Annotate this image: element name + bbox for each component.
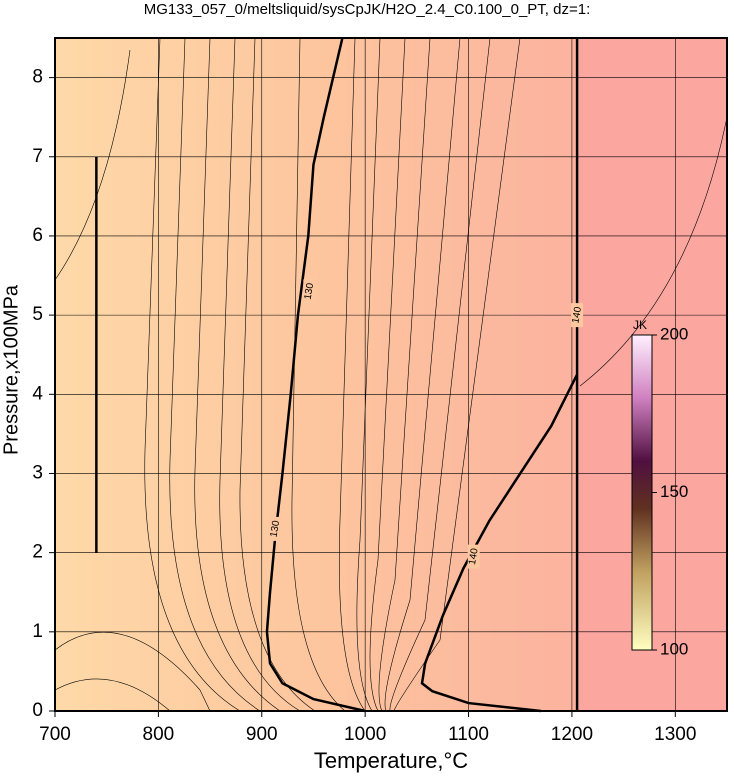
y-tick-label: 2: [32, 542, 43, 563]
contour-label-bg: [571, 303, 584, 328]
colorbar-tick-label: 100: [660, 639, 688, 658]
contour-label-bg: [467, 544, 480, 569]
y-tick-label: 5: [32, 304, 43, 325]
region: [579, 38, 727, 711]
x-tick-label: 800: [143, 724, 175, 745]
y-tick-label: 0: [32, 700, 43, 721]
thin-contours: [54, 37, 728, 712]
colorbar-tick-label: 150: [660, 482, 688, 501]
y-tick-label: 3: [32, 462, 43, 483]
y-tick-label: 4: [32, 383, 43, 404]
plot-frame: [54, 37, 728, 712]
contour-line: [265, 37, 366, 713]
y-tick-label: 7: [32, 146, 43, 167]
x-tick-label: 700: [39, 724, 71, 745]
x-tick-label: 1100: [448, 724, 489, 745]
contour-label: 130: [268, 519, 282, 538]
x-tick-label: 1200: [551, 724, 593, 745]
x-tick-label: 900: [246, 724, 278, 745]
colorbar-tick-label: 200: [660, 324, 688, 343]
y-tick-label: 6: [32, 225, 43, 246]
y-tick-label: 8: [32, 67, 43, 88]
x-axis-label: Temperature,°C: [314, 748, 468, 773]
y-axis-label: Pressure,x100MPa: [0, 284, 22, 455]
contour-label: 140: [467, 547, 481, 566]
chart-title: MG133_057_0/meltsliquid/sysCpJK/H2O_2.4_…: [144, 1, 591, 18]
x-tick-label: 1000: [344, 724, 386, 745]
y-tick-label: 1: [32, 621, 43, 642]
contour-label: 140: [570, 306, 584, 325]
x-tick-label: 1300: [654, 724, 696, 745]
contour-label-bg: [269, 516, 282, 541]
contour-line: [420, 373, 579, 713]
contour-label: 130: [303, 282, 317, 301]
colorbar: [631, 334, 653, 651]
contour-label-bg: [303, 279, 316, 304]
colorbar-label: JK: [633, 318, 647, 332]
